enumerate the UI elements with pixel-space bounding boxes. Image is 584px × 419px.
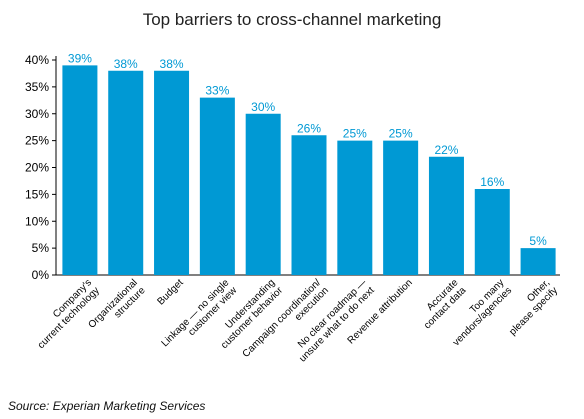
- category-label: Company'scurrent technology: [28, 277, 102, 351]
- bar: [199, 97, 235, 275]
- data-label: 38%: [160, 57, 184, 71]
- data-label: 5%: [529, 234, 547, 248]
- y-tick-label: 30%: [25, 107, 49, 121]
- bar: [337, 140, 373, 275]
- data-label: 30%: [251, 100, 275, 114]
- data-label: 16%: [480, 175, 504, 189]
- bar: [245, 113, 281, 275]
- bar: [108, 70, 144, 275]
- bar: [62, 65, 98, 275]
- y-tick-label: 10%: [25, 214, 49, 228]
- y-tick-label: 0%: [32, 268, 50, 282]
- category-label: Accuratecontact data: [414, 277, 468, 331]
- category-label: Organizationalstructure: [86, 277, 147, 338]
- data-label: 22%: [434, 143, 458, 157]
- data-label: 25%: [343, 127, 367, 141]
- data-label: 38%: [114, 57, 138, 71]
- bar: [291, 135, 327, 275]
- y-tick-label: 5%: [32, 241, 50, 255]
- data-label: 26%: [297, 121, 321, 135]
- bar: [474, 189, 510, 275]
- bar: [428, 156, 464, 275]
- y-tick-label: 20%: [25, 161, 49, 175]
- category-label-line: Budget: [155, 277, 185, 307]
- data-label: 39%: [68, 51, 92, 65]
- y-tick-label: 35%: [25, 80, 49, 94]
- data-label: 25%: [389, 127, 413, 141]
- data-label: 33%: [205, 84, 229, 98]
- category-label: Other,please specify: [500, 277, 560, 337]
- bar: [520, 248, 556, 275]
- y-tick-label: 15%: [25, 187, 49, 201]
- bar: [383, 140, 419, 275]
- source-note: Source: Experian Marketing Services: [8, 399, 206, 413]
- bar: [154, 70, 190, 275]
- y-tick-label: 40%: [25, 53, 49, 67]
- chart-title: Top barriers to cross-channel marketing: [142, 10, 442, 29]
- category-label: Budget: [155, 277, 185, 307]
- y-tick-label: 25%: [25, 134, 49, 148]
